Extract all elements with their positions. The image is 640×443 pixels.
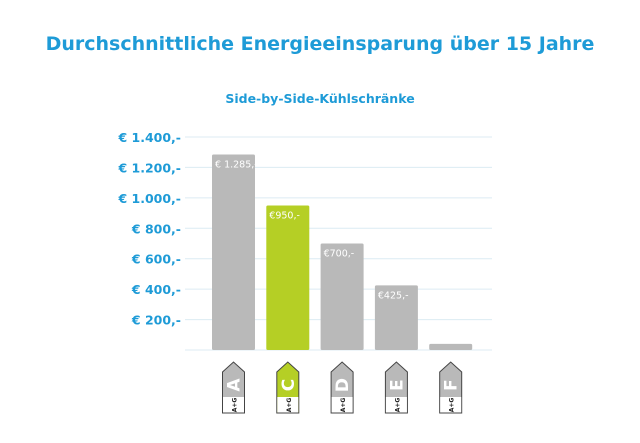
category-label: D — [333, 378, 353, 392]
energy-label-F: F A+G — [439, 361, 463, 414]
bar-E — [374, 285, 418, 350]
energy-label-A: A A+G — [222, 361, 245, 414]
bar-C — [266, 205, 310, 350]
y-tick-label: € 1.200,- — [117, 160, 181, 175]
bar-D — [320, 243, 364, 350]
y-tick-label: € 1.400,- — [117, 130, 181, 145]
bar-F — [429, 343, 473, 350]
y-tick-label: € 600,- — [131, 252, 181, 267]
category-sublabel: A+G — [340, 398, 347, 413]
chart-subtitle: Side-by-Side-Kühlschränke — [225, 91, 415, 106]
category-label: E — [387, 379, 407, 391]
y-tick-label: € 800,- — [131, 221, 181, 236]
y-tick-label: € 200,- — [131, 313, 181, 328]
data-label: €950,- — [269, 210, 300, 221]
energy-label-E: E A+G — [384, 361, 408, 414]
category-sublabel: A+G — [394, 398, 401, 413]
category-sublabel: A+G — [449, 398, 456, 413]
data-label: €425,- — [378, 290, 409, 301]
data-label: € 1.285,- — [215, 159, 258, 170]
data-label: €700,- — [324, 249, 355, 260]
category-label: C — [279, 379, 299, 391]
category-label: F — [442, 379, 462, 391]
energy-label-C: C A+G — [276, 361, 300, 414]
category-sublabel: A+G — [286, 398, 293, 413]
energy-label-D: D A+G — [330, 361, 354, 414]
category-sublabel: A+G — [232, 398, 239, 413]
bar-A — [212, 154, 255, 350]
chart-title: Durchschnittliche Energieeinsparung über… — [45, 33, 595, 55]
category-label: A — [225, 378, 245, 392]
y-tick-label: € 1.000,- — [117, 191, 181, 206]
y-tick-label: € 400,- — [131, 282, 181, 297]
